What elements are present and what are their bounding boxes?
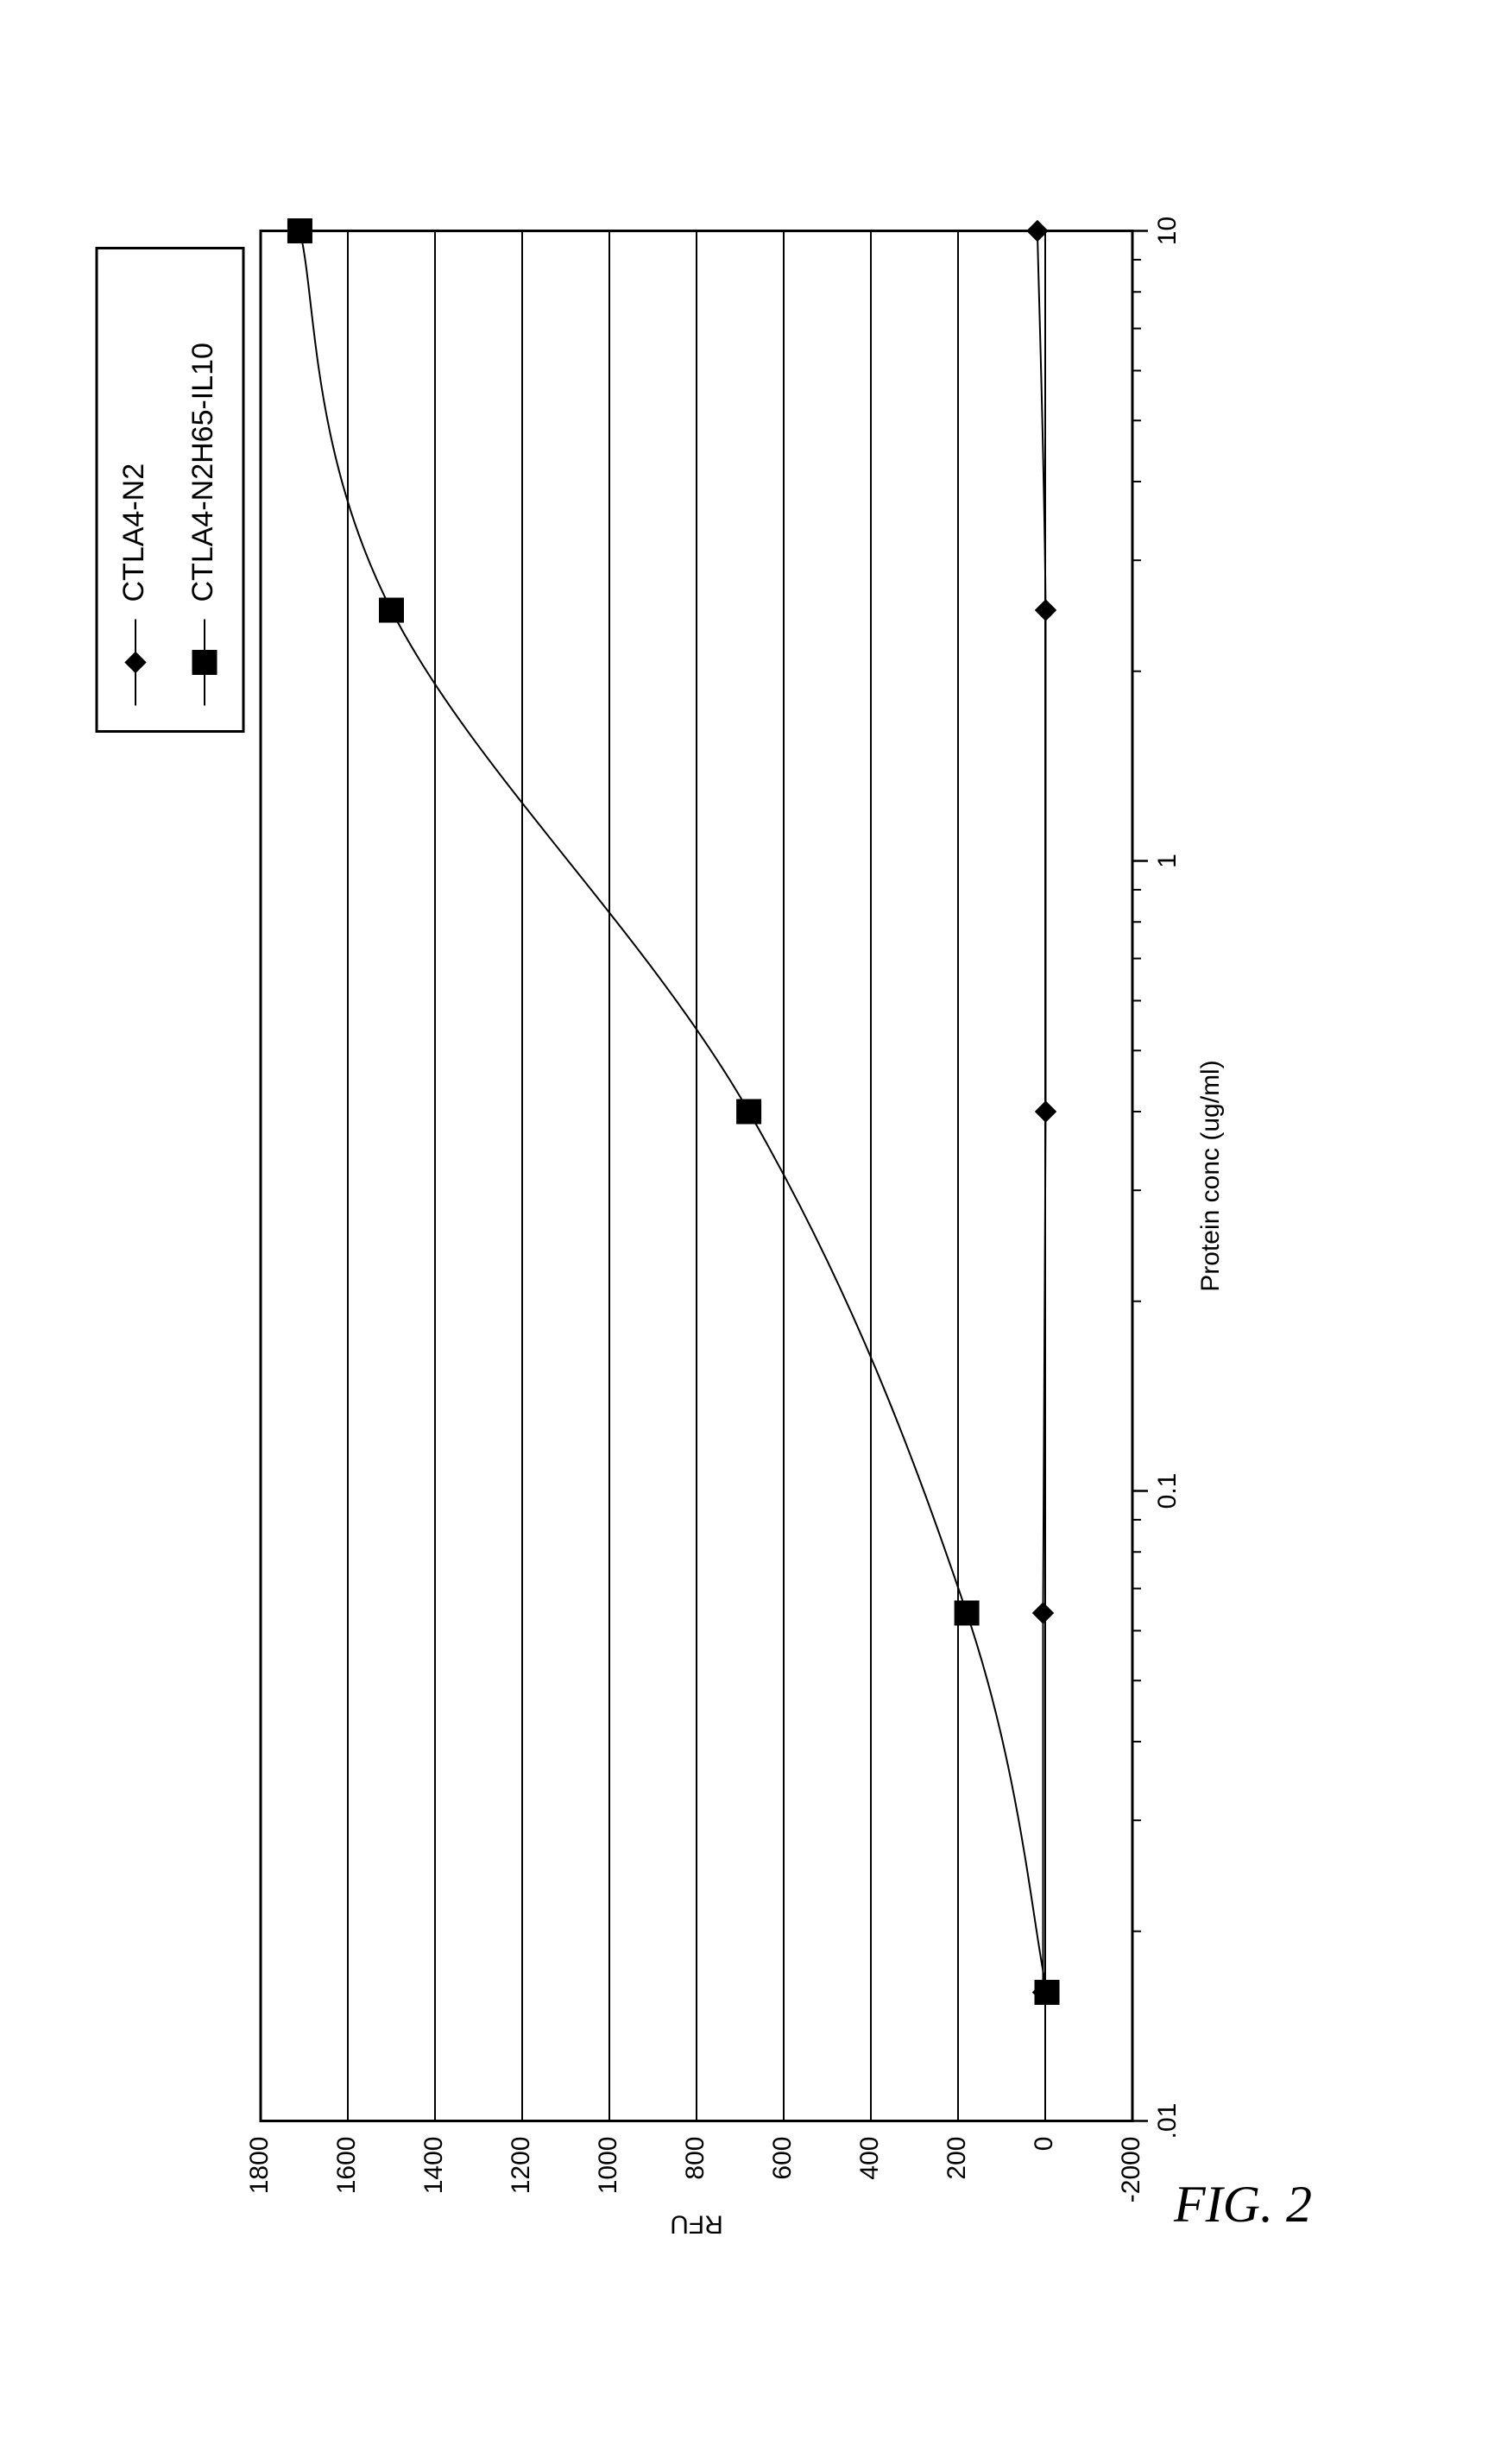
svg-text:600: 600 [768, 2137, 797, 2180]
svg-text:RFU: RFU [670, 2210, 723, 2239]
figure-caption: FIG. 2 [1174, 2175, 1312, 2234]
svg-text:0: 0 [1030, 2137, 1058, 2152]
svg-text:400: 400 [855, 2137, 884, 2180]
svg-text:1600: 1600 [332, 2137, 361, 2195]
svg-text:.01: .01 [1153, 2103, 1182, 2139]
svg-text:1800: 1800 [245, 2137, 274, 2195]
svg-text:10: 10 [1153, 217, 1182, 245]
svg-text:1200: 1200 [507, 2137, 535, 2195]
svg-text:0.1: 0.1 [1153, 1473, 1182, 1509]
chart: -2000 0 200 400 600 800 1000 1200 1400 1600 1800 .0… [0, 0, 1488, 2464]
svg-text:1000: 1000 [594, 2137, 622, 2195]
svg-text:CTLA4-N2: CTLA4-N2 [117, 463, 150, 602]
svg-text:200: 200 [943, 2137, 971, 2180]
svg-text:1400: 1400 [419, 2137, 448, 2195]
svg-text:1: 1 [1153, 854, 1182, 868]
svg-text:CTLA4-N2H65-IL10: CTLA4-N2H65-IL10 [186, 343, 219, 602]
svg-text:Protein conc (ug/ml): Protein conc (ug/ml) [1196, 1060, 1225, 1291]
svg-text:800: 800 [681, 2137, 709, 2180]
svg-text:-2000: -2000 [1117, 2137, 1145, 2203]
